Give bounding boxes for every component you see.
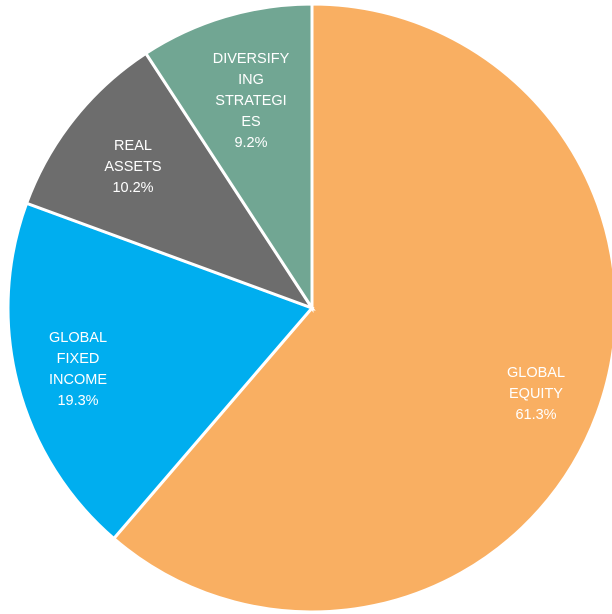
slice-value-label: 61.3% bbox=[515, 407, 556, 423]
slice-category-label: ASSETS bbox=[104, 159, 161, 175]
slice-category-label: ES bbox=[241, 114, 260, 130]
pie-slices bbox=[6, 2, 612, 614]
pie-slice-global-fixed-income bbox=[6, 201, 315, 541]
slice-category-label: GLOBAL bbox=[507, 365, 565, 381]
slice-category-label: ING bbox=[238, 72, 264, 88]
slice-label-real-assets: REAL ASSETS 10.2% bbox=[104, 138, 161, 196]
pie-slice-diversify-ing-strategi-es bbox=[143, 2, 314, 314]
slice-label-global-equity: GLOBAL EQUITY 61.3% bbox=[507, 365, 565, 423]
slice-value-label: 9.2% bbox=[234, 135, 267, 151]
slice-category-label: GLOBAL bbox=[49, 330, 107, 346]
slice-category-label: INCOME bbox=[49, 372, 107, 388]
slice-category-label: STRATEGI bbox=[215, 93, 286, 109]
pie-labels: GLOBAL EQUITY 61.3% GLOBAL FIXED INCOME 19.3% R… bbox=[49, 51, 565, 423]
slice-category-label: DIVERSIFY bbox=[213, 51, 290, 67]
slice-label-global-fixed-income: GLOBAL FIXED INCOME 19.3% bbox=[49, 330, 107, 409]
pie-slice-global-equity bbox=[111, 2, 612, 614]
slice-category-label: REAL bbox=[114, 138, 152, 154]
slice-category-label: FIXED bbox=[57, 351, 100, 367]
pie-slice-real-assets bbox=[24, 51, 316, 311]
slice-category-label: EQUITY bbox=[509, 386, 563, 402]
slice-value-label: 10.2% bbox=[112, 180, 153, 196]
slice-value-label: 19.3% bbox=[57, 393, 98, 409]
slice-label-diversify-ing-strategi-es: DIVERSIFY ING STRATEGI ES 9.2% bbox=[213, 51, 290, 151]
